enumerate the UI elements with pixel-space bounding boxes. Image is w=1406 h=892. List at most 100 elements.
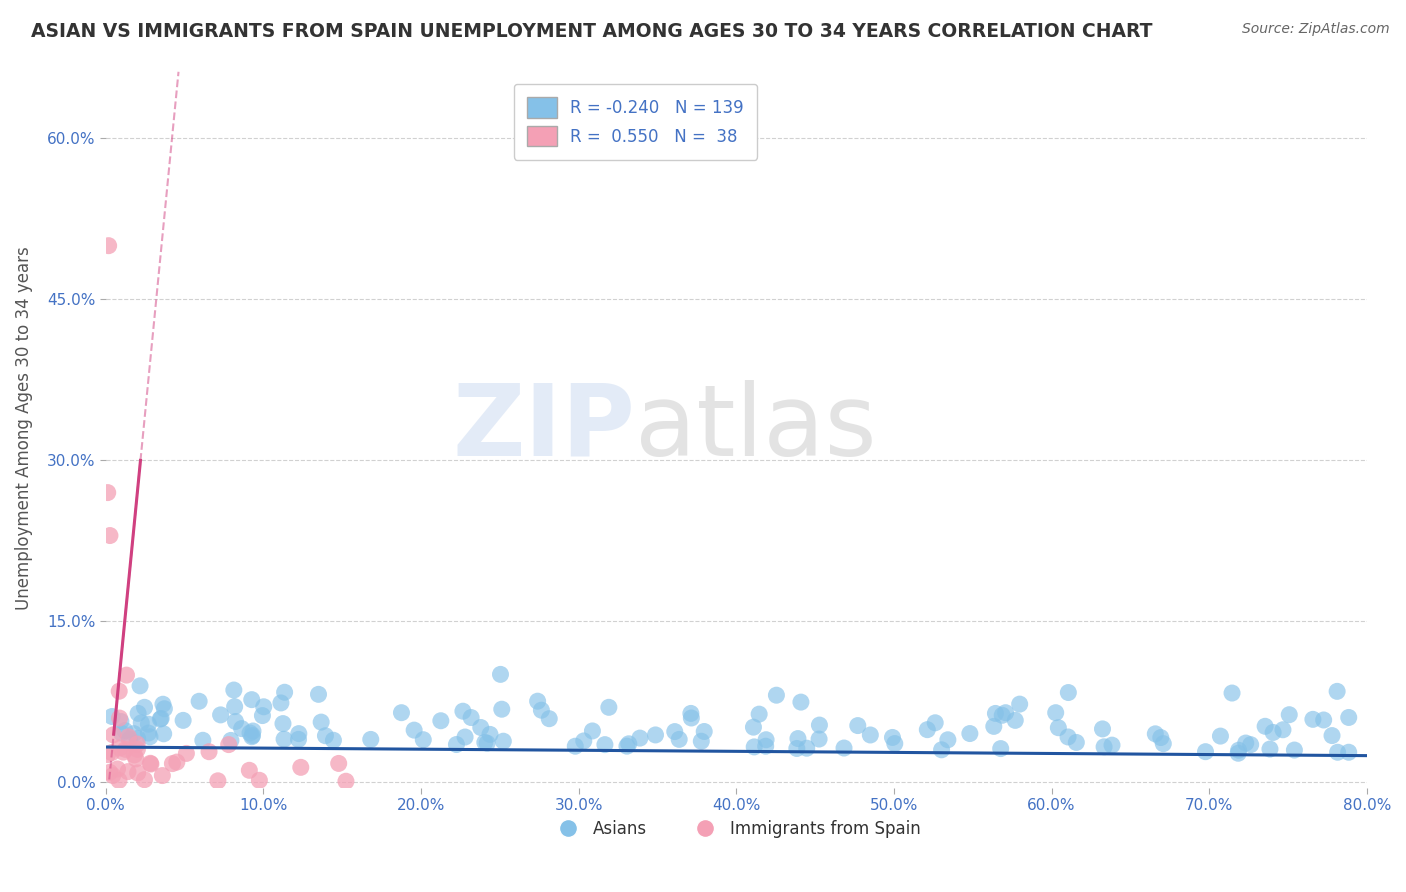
Point [1057, 730, 1080, 744]
Point [149, 712, 172, 726]
Point [322, 733, 344, 747]
Point [222, 683, 245, 698]
Point [100, 746, 122, 760]
Point [110, 714, 132, 729]
Point [239, 726, 262, 740]
Point [328, 756, 350, 771]
Point [1261, 725, 1284, 739]
Point [152, 697, 174, 711]
Point [846, 718, 869, 732]
Point [101, 768, 124, 782]
Point [796, 741, 818, 756]
Point [290, 760, 312, 774]
Point [984, 706, 1007, 721]
Point [808, 718, 831, 732]
Point [117, 730, 139, 744]
Point [138, 726, 160, 740]
Point [273, 732, 295, 747]
Point [475, 736, 498, 750]
Point [108, 684, 131, 698]
Point [690, 734, 713, 748]
Point [107, 762, 129, 776]
Point [616, 739, 638, 754]
Point [832, 741, 855, 756]
Point [314, 729, 336, 743]
Point [755, 739, 778, 754]
Point [129, 679, 152, 693]
Point [581, 723, 603, 738]
Point [1092, 739, 1115, 754]
Point [617, 737, 640, 751]
Point [129, 715, 152, 730]
Point [127, 742, 149, 756]
Point [1326, 745, 1348, 759]
Point [127, 706, 149, 721]
Point [1278, 707, 1301, 722]
Point [231, 722, 253, 736]
Point [924, 715, 946, 730]
Point [139, 757, 162, 772]
Point [451, 704, 474, 718]
Point [240, 730, 263, 744]
Point [134, 772, 156, 787]
Point [1045, 706, 1067, 720]
Point [176, 747, 198, 761]
Point [150, 711, 173, 725]
Point [1258, 742, 1281, 756]
Point [138, 717, 160, 731]
Point [288, 726, 311, 740]
Point [166, 755, 188, 769]
Text: Source: ZipAtlas.com: Source: ZipAtlas.com [1241, 22, 1389, 37]
Point [238, 764, 260, 778]
Point [273, 685, 295, 699]
Point [139, 756, 162, 771]
Point [491, 702, 513, 716]
Point [990, 741, 1012, 756]
Point [98, 528, 121, 542]
Point [308, 687, 330, 701]
Point [742, 739, 765, 754]
Point [994, 706, 1017, 720]
Point [242, 729, 264, 743]
Point [1312, 713, 1334, 727]
Point [479, 727, 502, 741]
Point [526, 694, 548, 708]
Point [446, 738, 468, 752]
Point [198, 745, 221, 759]
Point [1209, 729, 1232, 743]
Point [127, 737, 149, 751]
Point [681, 711, 703, 725]
Point [1227, 746, 1250, 760]
Point [110, 726, 132, 740]
Legend: Asians, Immigrants from Spain: Asians, Immigrants from Spain [544, 813, 928, 844]
Point [139, 730, 162, 744]
Point [191, 733, 214, 747]
Point [252, 708, 274, 723]
Point [1004, 714, 1026, 728]
Point [808, 732, 831, 747]
Point [309, 715, 332, 730]
Y-axis label: Unemployment Among Ages 30 to 34 years: Unemployment Among Ages 30 to 34 years [15, 246, 32, 610]
Point [786, 741, 808, 756]
Point [489, 667, 512, 681]
Point [492, 734, 515, 748]
Point [125, 752, 148, 766]
Point [209, 707, 232, 722]
Point [122, 726, 145, 740]
Point [598, 700, 620, 714]
Point [253, 699, 276, 714]
Point [103, 728, 125, 742]
Point [564, 739, 586, 754]
Point [112, 745, 135, 759]
Point [1271, 723, 1294, 737]
Point [991, 708, 1014, 723]
Point [755, 732, 778, 747]
Point [134, 700, 156, 714]
Point [530, 703, 553, 717]
Text: atlas: atlas [636, 380, 877, 476]
Point [787, 731, 810, 746]
Point [460, 710, 482, 724]
Point [404, 723, 426, 738]
Point [97, 485, 120, 500]
Point [593, 738, 616, 752]
